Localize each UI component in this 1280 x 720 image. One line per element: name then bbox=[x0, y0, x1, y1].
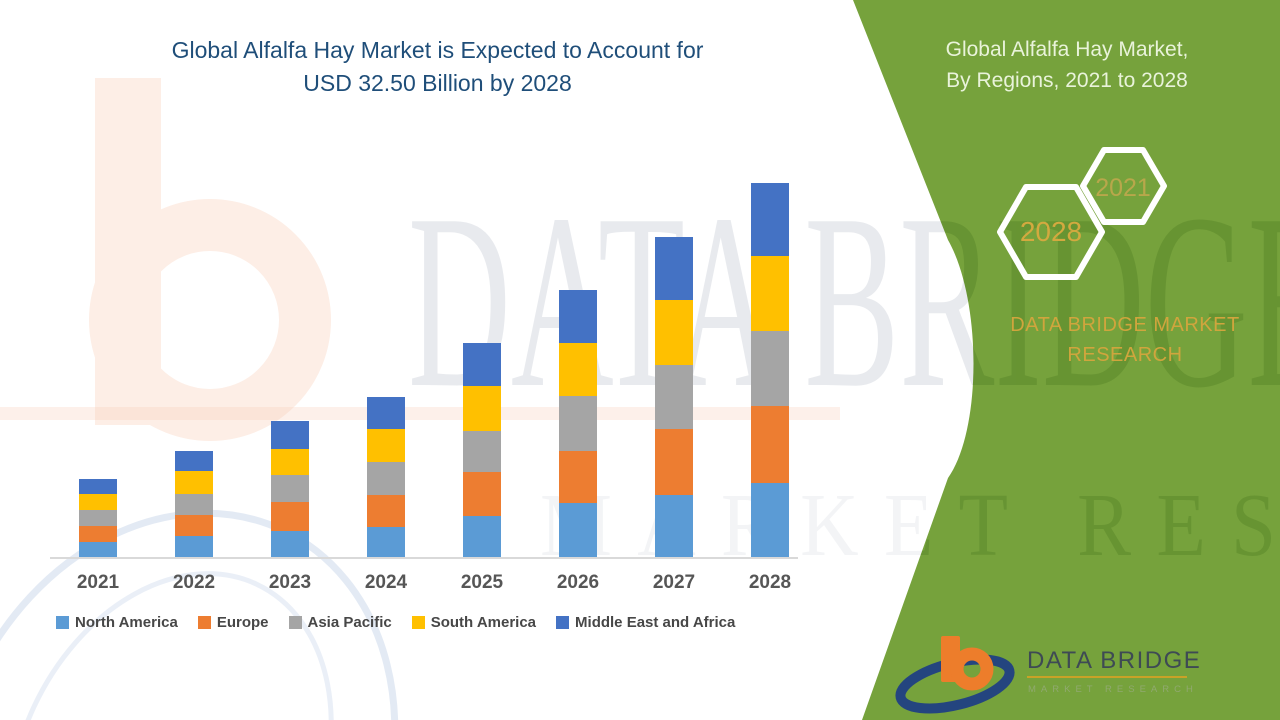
page-title: Global Alfalfa Hay Market is Expected to… bbox=[55, 34, 820, 100]
legend-label-europe: Europe bbox=[216, 614, 269, 631]
bar-slot-2023 bbox=[242, 421, 338, 557]
legend-label-asia-pacific: Asia Pacific bbox=[307, 614, 392, 631]
bar-2025-segment-south-america bbox=[463, 385, 501, 431]
x-axis-label-2025: 2025 bbox=[460, 572, 504, 593]
bar-slot-2028 bbox=[722, 183, 818, 557]
x-axis-label-2023: 2023 bbox=[268, 572, 312, 593]
x-axis-label-2026: 2026 bbox=[556, 572, 600, 593]
bar-2028-segment-asia-pacific bbox=[751, 330, 789, 407]
x-axis-label-2024: 2024 bbox=[364, 572, 408, 593]
bar-2021-segment-europe bbox=[79, 525, 117, 542]
bar-2022-segment-europe bbox=[175, 514, 213, 537]
bar-2023-segment-middle-east-and-africa bbox=[271, 421, 309, 450]
bar-2024-segment-south-america bbox=[367, 429, 405, 462]
bar-2028-segment-south-america bbox=[751, 255, 789, 331]
bar-2026-segment-north-america bbox=[559, 502, 597, 557]
green-side-panel bbox=[853, 0, 1280, 720]
stacked-bar-2021 bbox=[79, 478, 117, 557]
x-axis-label-2028: 2028 bbox=[748, 572, 792, 593]
page-title-line1: Global Alfalfa Hay Market is Expected to… bbox=[171, 37, 704, 63]
bar-2028-segment-middle-east-and-africa bbox=[751, 183, 789, 256]
x-axis-label-2021: 2021 bbox=[76, 572, 120, 593]
legend-item-south-america: South America bbox=[411, 614, 537, 631]
bar-2025-segment-north-america bbox=[463, 515, 501, 557]
bar-2025-segment-europe bbox=[463, 471, 501, 516]
bar-2026-segment-asia-pacific bbox=[559, 395, 597, 452]
bar-2025-segment-middle-east-and-africa bbox=[463, 343, 501, 386]
bar-2025-segment-asia-pacific bbox=[463, 430, 501, 472]
bar-slot-2022 bbox=[146, 451, 242, 557]
bar-2023-segment-asia-pacific bbox=[271, 475, 309, 502]
bar-2027-segment-south-america bbox=[655, 299, 693, 366]
bar-2024-segment-asia-pacific bbox=[367, 461, 405, 495]
bar-2022-segment-north-america bbox=[175, 536, 213, 557]
bar-2026-segment-south-america bbox=[559, 343, 597, 396]
bar-2028-segment-north-america bbox=[751, 483, 789, 557]
legend: North America Europe Asia Pacific South Ame… bbox=[56, 614, 735, 631]
bar-2021-segment-asia-pacific bbox=[79, 509, 117, 526]
stacked-bar-2024 bbox=[367, 397, 405, 557]
bar-2023-segment-north-america bbox=[271, 530, 309, 557]
bar-2022-segment-south-america bbox=[175, 470, 213, 494]
watermark-swoosh-band bbox=[0, 407, 840, 420]
x-axis-label-2022: 2022 bbox=[172, 572, 216, 593]
legend-swatch-middle-east-and-africa bbox=[556, 616, 570, 629]
x-axis-labels: 2021 2022 2023 2024 2025 2026 2027 2028 bbox=[50, 572, 818, 594]
bar-2021-segment-north-america bbox=[79, 542, 117, 557]
stacked-bar-2026 bbox=[559, 290, 597, 557]
bar-2024-segment-middle-east-and-africa bbox=[367, 397, 405, 430]
bar-slot-2027 bbox=[626, 237, 722, 557]
x-axis-line bbox=[50, 557, 798, 559]
legend-label-south-america: South America bbox=[430, 614, 537, 631]
legend-label-middle-east-and-africa: Middle East and Africa bbox=[575, 614, 736, 631]
legend-item-asia-pacific: Asia Pacific bbox=[288, 614, 392, 631]
chart-area: Global Alfalfa Hay Market is Expected to… bbox=[50, 0, 820, 631]
bar-2027-segment-europe bbox=[655, 429, 693, 495]
bar-2023-segment-europe bbox=[271, 501, 309, 531]
stacked-bar-2028 bbox=[751, 183, 789, 557]
legend-swatch-north-america bbox=[56, 616, 69, 629]
bar-2028-segment-europe bbox=[751, 406, 789, 484]
x-axis-label-2027: 2027 bbox=[652, 572, 696, 593]
legend-item-north-america: North America bbox=[56, 614, 178, 631]
bar-2026-segment-middle-east-and-africa bbox=[559, 290, 597, 344]
bar-2024-segment-europe bbox=[367, 494, 405, 528]
legend-swatch-south-america bbox=[411, 616, 425, 629]
legend-label-north-america: North America bbox=[75, 614, 178, 631]
bar-2024-segment-north-america bbox=[367, 527, 405, 557]
stacked-bar-2025 bbox=[463, 343, 501, 557]
bars bbox=[50, 0, 818, 557]
bar-2021-segment-south-america bbox=[79, 493, 117, 510]
bar-slot-2026 bbox=[530, 290, 626, 557]
legend-item-middle-east-and-africa: Middle East and Africa bbox=[556, 614, 735, 631]
bar-2027-segment-asia-pacific bbox=[655, 365, 693, 430]
legend-swatch-europe bbox=[197, 616, 211, 629]
bar-2022-segment-middle-east-and-africa bbox=[175, 451, 213, 471]
bar-slot-2024 bbox=[338, 397, 434, 557]
bar-2022-segment-asia-pacific bbox=[175, 493, 213, 515]
stacked-bar-2022 bbox=[175, 451, 213, 557]
watermark-b-bowl bbox=[89, 199, 331, 441]
stacked-bar-2027 bbox=[655, 237, 693, 557]
watermark-circle-inner bbox=[6, 571, 334, 720]
bar-2026-segment-europe bbox=[559, 451, 597, 503]
bar-2027-segment-north-america bbox=[655, 494, 693, 557]
bar-slot-2021 bbox=[50, 478, 146, 557]
legend-swatch-asia-pacific bbox=[288, 616, 302, 629]
bar-2023-segment-south-america bbox=[271, 449, 309, 476]
page-title-line2: USD 32.50 Billion by 2028 bbox=[303, 70, 572, 96]
bar-slot-2025 bbox=[434, 343, 530, 557]
stacked-bar-2023 bbox=[271, 421, 309, 557]
legend-item-europe: Europe bbox=[197, 614, 269, 631]
bar-2021-segment-middle-east-and-africa bbox=[79, 478, 117, 494]
bar-2027-segment-middle-east-and-africa bbox=[655, 237, 693, 300]
